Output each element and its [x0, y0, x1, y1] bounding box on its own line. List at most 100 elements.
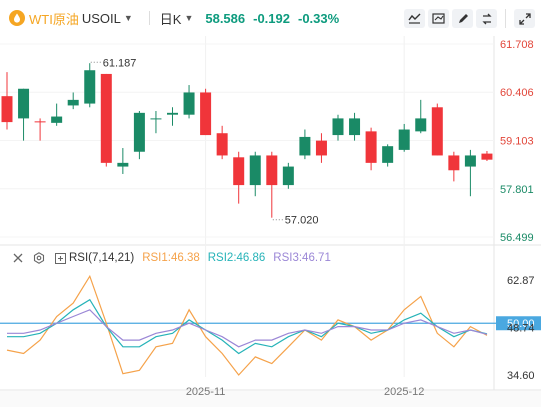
candle-body: [216, 133, 228, 156]
candle-body: [51, 116, 63, 123]
candle: [315, 133, 327, 163]
candle: [398, 123, 410, 152]
chevron-down-icon[interactable]: ▼: [184, 13, 194, 23]
candle: [448, 151, 460, 182]
candle: [18, 88, 30, 141]
candle-body: [365, 131, 377, 163]
candle: [67, 92, 79, 110]
rsi-tick-label: 50.00: [507, 318, 535, 330]
period-label: 日K: [159, 11, 182, 27]
symbol-code[interactable]: USOIL: [81, 10, 121, 26]
candle-body: [398, 129, 410, 150]
candle-body: [117, 162, 129, 167]
candle-body: [133, 112, 145, 152]
rsi1-value: RSI1:46.38: [142, 252, 200, 264]
close-icon[interactable]: [13, 253, 23, 263]
period-selector[interactable]: 日K ▼: [160, 9, 206, 28]
rsi3-value: RSI3:46.71: [273, 252, 331, 264]
chevron-down-icon[interactable]: ▼: [123, 13, 133, 23]
candle: [481, 151, 493, 162]
toolbar: [404, 9, 535, 28]
candle-body: [167, 112, 178, 115]
collapse-icon[interactable]: [55, 252, 66, 264]
candle: [282, 162, 294, 189]
grid: [0, 36, 541, 407]
candle: [1, 72, 13, 130]
candle: [349, 112, 361, 141]
rsi3-line: [7, 309, 488, 348]
toolbar-divider: [505, 9, 506, 28]
rsi2-line: [7, 298, 488, 355]
price-tick-label: 59.103: [500, 136, 534, 148]
candle: [51, 103, 63, 126]
candle: [382, 144, 394, 167]
candle-body: [382, 146, 394, 163]
candle-body: [464, 155, 476, 167]
candle: [464, 149, 476, 197]
candle-body: [431, 107, 443, 156]
candle: [100, 73, 112, 167]
candle: [117, 148, 129, 174]
candle-body: [100, 73, 112, 163]
candle-body: [233, 157, 245, 186]
rsi-tick-label: 62.87: [507, 275, 535, 287]
candle-body: [282, 166, 294, 186]
indicator-icon[interactable]: [428, 9, 449, 28]
candle-body: [349, 118, 361, 136]
last-price: 58.586: [205, 10, 246, 26]
indicator-name: RSI(7,14,21): [69, 252, 135, 264]
candle: [200, 88, 212, 136]
rsi-tick-label: 48.74: [507, 322, 535, 334]
candle: [266, 151, 278, 218]
candle: [133, 110, 145, 160]
candle-body: [84, 70, 96, 104]
candle-body: [200, 92, 212, 136]
price-tick-label: 60.406: [500, 87, 534, 99]
price-tick-label: 56.499: [500, 232, 534, 244]
candle-body: [34, 121, 46, 123]
candles: [1, 63, 493, 218]
candle-body: [249, 155, 261, 186]
candle: [332, 114, 344, 141]
price-change-percent: -0.33%: [298, 10, 340, 26]
draw-icon[interactable]: [452, 9, 473, 28]
candle-body: [67, 99, 79, 106]
rsi-lines: [0, 274, 541, 376]
low-price-label: 57.020: [285, 215, 319, 227]
footer-strip: [0, 391, 541, 407]
candle: [84, 63, 96, 108]
candle-body: [448, 155, 460, 171]
high-price-label: 61.187: [103, 57, 137, 69]
candle: [216, 125, 228, 160]
line-style-icon[interactable]: [404, 9, 425, 28]
candle-body: [332, 118, 344, 136]
candle: [365, 127, 377, 171]
candle-body: [1, 96, 13, 123]
price-change: -0.192: [253, 10, 290, 26]
symbol-name: WTI原油: [29, 11, 79, 27]
chart-header: WTI原油 USOIL ▼ 日K ▼ 58.586 -0.192 -0.33%: [0, 0, 541, 36]
price-tick-label: 57.801: [500, 184, 534, 196]
rsi1-line: [6, 274, 488, 376]
candle-body: [315, 140, 327, 156]
candle-body: [150, 118, 162, 120]
rsi2-value: RSI2:46.86: [207, 252, 266, 264]
time-tick-label: 2025-11: [186, 386, 226, 398]
candle: [183, 85, 195, 119]
candle-body: [183, 92, 195, 115]
fullscreen-icon[interactable]: [514, 9, 535, 28]
candle: [150, 110, 162, 134]
rsi-tick-label: 34.60: [507, 370, 535, 382]
annotations: 61.187 57.020: [90, 57, 319, 227]
oil-icon: [9, 10, 25, 26]
candle-body: [415, 118, 427, 132]
candle: [415, 99, 427, 134]
compare-icon[interactable]: [476, 9, 497, 28]
candle: [249, 151, 261, 197]
candle: [167, 107, 178, 126]
indicator-bar: RSI(7,14,21) RSI1:46.38 RSI2:46.86 RSI3:…: [0, 249, 331, 267]
settings-icon[interactable]: [33, 252, 45, 264]
price-tick-label: 61.708: [500, 39, 534, 51]
